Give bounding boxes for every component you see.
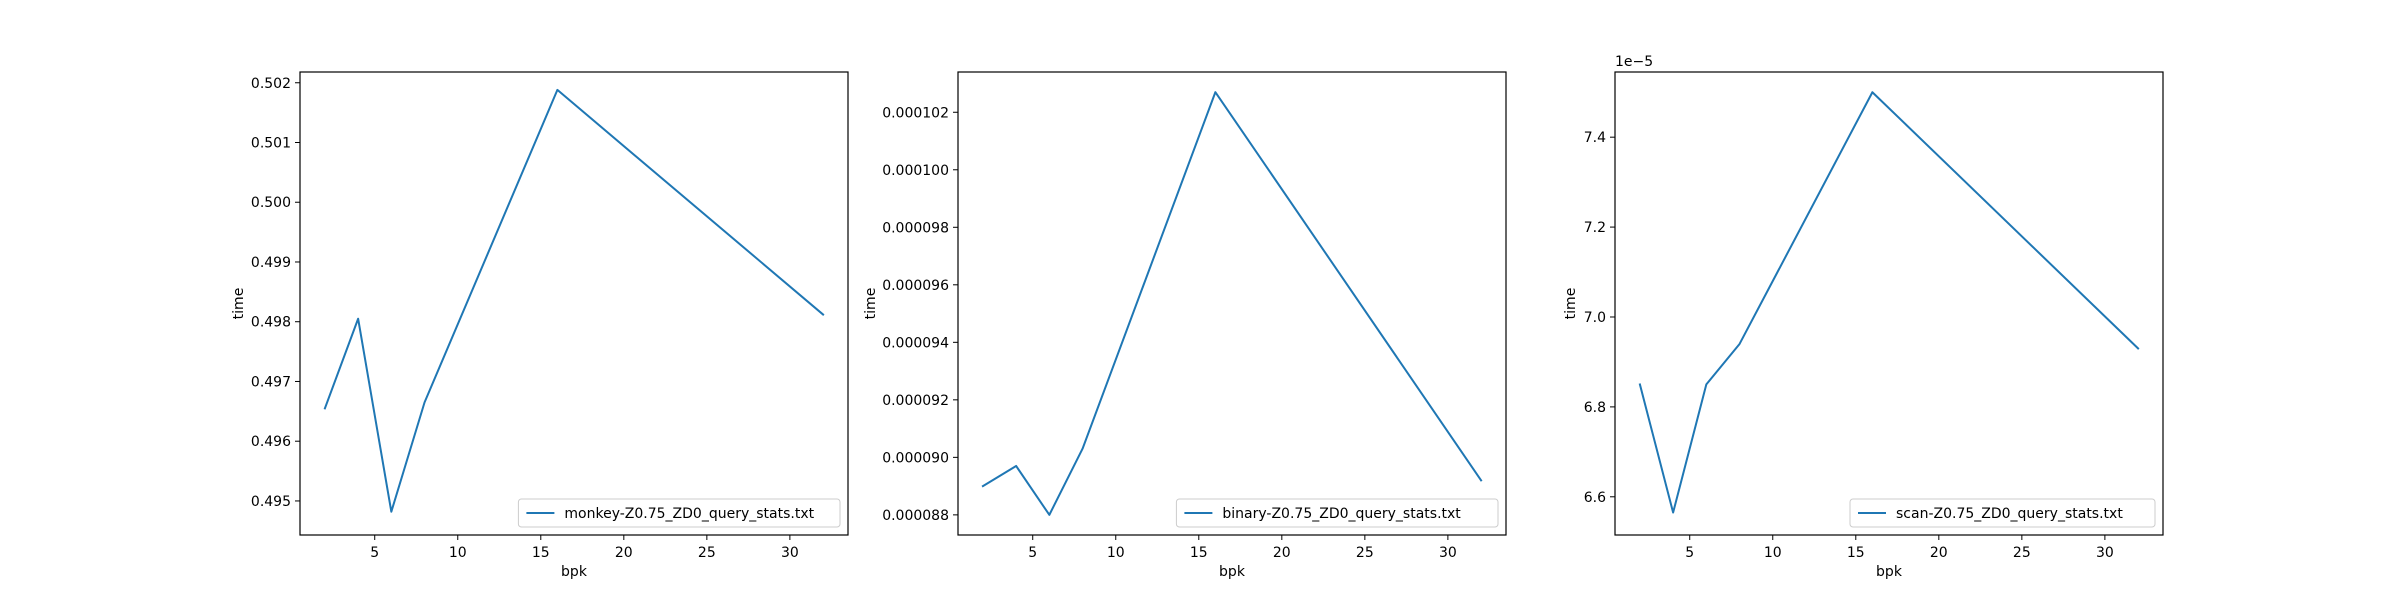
x-tick-label-2-3: 15 — [1190, 545, 1208, 561]
y-tick-label-3-5: 7.4 — [1584, 130, 1606, 146]
y-ticks-2: 0.000088 0.000090 0.000092 0.000094 0.000096… — [882, 105, 958, 524]
legend-label-2: binary-Z0.75_ZD0_query_stats.txt — [1222, 506, 1461, 522]
y-tick-label-1-2: 0.496 — [251, 434, 291, 450]
x-axis-label-3: bpk — [1876, 564, 1903, 580]
x-tick-label-3-2: 10 — [1764, 545, 1782, 561]
x-tick-label-1-5: 25 — [698, 545, 716, 561]
x-tick-label-2-5: 25 — [1356, 545, 1374, 561]
axes-frame-1 — [299, 71, 849, 536]
y-axis-label-3: time — [1563, 288, 1579, 320]
series-group-1 — [323, 88, 825, 513]
y-axis-label-2: time — [863, 288, 879, 320]
y-tick-label-2-4: 0.000094 — [882, 335, 949, 351]
series-line-2-1 — [981, 91, 1483, 516]
y-tick-label-1-1: 0.495 — [251, 494, 291, 510]
chart-panel-3: 5 10 15 20 25 30 6.6 6.8 7.0 7.2 7.4 bpk time 1e−… — [1563, 54, 2164, 580]
x-tick-label-3-6: 30 — [2096, 545, 2114, 561]
series-line-3-1 — [1638, 91, 2140, 514]
x-tick-label-3-1: 5 — [1685, 545, 1694, 561]
x-ticks-2: 5 10 15 20 25 30 — [1028, 535, 1457, 561]
y-tick-label-1-6: 0.500 — [251, 195, 291, 211]
y-tick-label-3-2: 6.8 — [1584, 400, 1606, 416]
legend-box-3 — [1849, 498, 2156, 528]
y-ticks-3: 6.6 6.8 7.0 7.2 7.4 — [1584, 130, 1615, 506]
legend-box-1 — [517, 498, 841, 528]
x-tick-label-1-3: 15 — [532, 545, 550, 561]
y-tick-label-2-5: 0.000096 — [882, 278, 949, 294]
x-tick-label-1-1: 5 — [370, 545, 379, 561]
y-axis-label-1: time — [231, 288, 247, 320]
x-tick-label-1-4: 20 — [615, 545, 633, 561]
y-tick-label-1-7: 0.501 — [251, 135, 291, 151]
series-group-2 — [981, 91, 1483, 516]
y-tick-label-3-4: 7.2 — [1584, 220, 1606, 236]
y-tick-label-2-1: 0.000088 — [882, 508, 949, 524]
x-tick-label-1-2: 10 — [449, 545, 467, 561]
chart-panel-2: 5 10 15 20 25 30 0.0000880.0000900.0000920.00… — [863, 71, 1507, 580]
x-axis-label-1: bpk — [561, 564, 588, 580]
x-tick-label-3-5: 25 — [2013, 545, 2031, 561]
y-tick-label-2-8: 0.000102 — [882, 105, 949, 121]
x-axis-label-2: bpk — [1219, 564, 1246, 580]
y-ticks-1: 0.495 0.496 0.497 0.498 0.499 0.500 0.501 0.502 — [251, 76, 300, 510]
series-group-3 — [1638, 91, 2140, 514]
y-tick-label-1-3: 0.497 — [251, 374, 291, 390]
y-tick-label-2-6: 0.000098 — [882, 220, 949, 236]
y-tick-label-3-3: 7.0 — [1584, 310, 1606, 326]
x-tick-label-3-4: 20 — [1930, 545, 1948, 561]
x-tick-label-2-4: 20 — [1273, 545, 1291, 561]
axes-frame-2 — [957, 71, 1507, 536]
x-ticks-3: 5 10 15 20 25 30 — [1685, 535, 2114, 561]
y-tick-label-2-7: 0.000100 — [882, 163, 949, 179]
y-tick-label-3-1: 6.6 — [1584, 490, 1606, 506]
legend-label-1: monkey-Z0.75_ZD0_query_stats.txt — [564, 506, 814, 522]
chart-panel-1: 5 10 15 20 25 30 0.495 0.496 0.497 0.498 0.499 0.5… — [231, 71, 849, 580]
x-tick-label-2-2: 10 — [1107, 545, 1125, 561]
y-offset-label-3: 1e−5 — [1615, 54, 1653, 70]
y-tick-label-1-4: 0.498 — [251, 315, 291, 331]
x-tick-label-2-6: 30 — [1439, 545, 1457, 561]
x-tick-label-1-6: 30 — [781, 545, 799, 561]
x-ticks-1: 5 10 15 20 25 30 — [370, 535, 799, 561]
x-tick-label-3-3: 15 — [1847, 545, 1865, 561]
legend-2: binary-Z0.75_ZD0_query_stats.txt — [1175, 498, 1499, 528]
legend-box-2 — [1175, 498, 1499, 528]
y-tick-label-1-5: 0.499 — [251, 255, 291, 271]
legend-3: scan-Z0.75_ZD0_query_stats.txt — [1849, 498, 2156, 528]
legend-1: monkey-Z0.75_ZD0_query_stats.txt — [517, 498, 841, 528]
x-tick-label-2-1: 5 — [1028, 545, 1037, 561]
series-line-1-1 — [323, 88, 825, 513]
y-tick-label-2-2: 0.000090 — [882, 450, 949, 466]
y-tick-label-2-3: 0.000092 — [882, 393, 949, 409]
legend-label-3: scan-Z0.75_ZD0_query_stats.txt — [1896, 506, 2123, 522]
y-tick-label-1-8: 0.502 — [251, 76, 291, 92]
axes-frame-3 — [1614, 71, 2164, 536]
